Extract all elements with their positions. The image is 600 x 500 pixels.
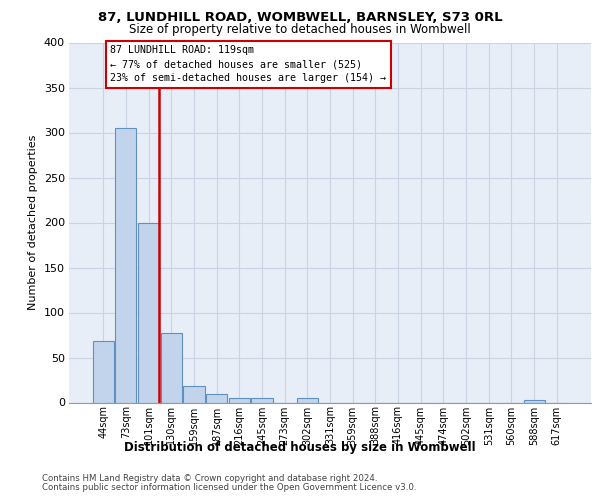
Bar [115,128,136,402]
Bar [251,398,272,402]
Bar [161,333,182,402]
Bar [206,394,227,402]
Bar [93,342,114,402]
Text: Distribution of detached houses by size in Wombwell: Distribution of detached houses by size … [124,441,476,454]
Bar [229,398,250,402]
Text: Contains HM Land Registry data © Crown copyright and database right 2024.: Contains HM Land Registry data © Crown c… [42,474,377,483]
Bar [138,224,159,402]
Bar [184,386,205,402]
Text: Contains public sector information licensed under the Open Government Licence v3: Contains public sector information licen… [42,484,416,492]
Bar [524,400,545,402]
Text: Size of property relative to detached houses in Wombwell: Size of property relative to detached ho… [129,22,471,36]
Text: 87 LUNDHILL ROAD: 119sqm
← 77% of detached houses are smaller (525)
23% of semi-: 87 LUNDHILL ROAD: 119sqm ← 77% of detach… [110,45,386,83]
Y-axis label: Number of detached properties: Number of detached properties [28,135,38,310]
Text: 87, LUNDHILL ROAD, WOMBWELL, BARNSLEY, S73 0RL: 87, LUNDHILL ROAD, WOMBWELL, BARNSLEY, S… [98,11,502,24]
Bar [297,398,318,402]
